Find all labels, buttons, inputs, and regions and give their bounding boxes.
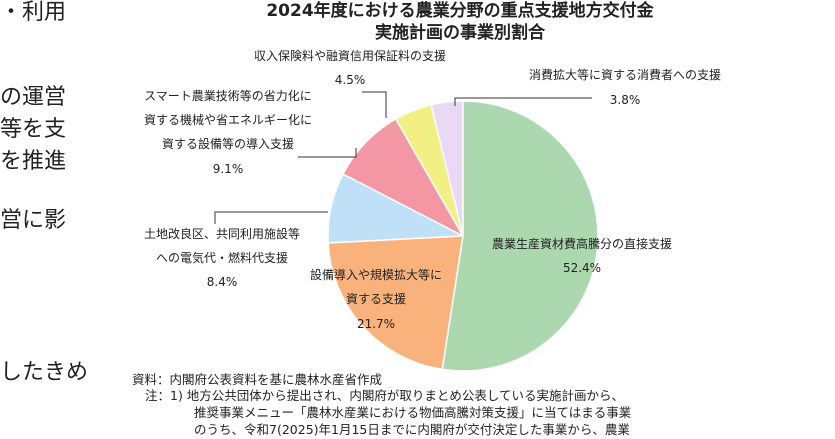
leader-line	[214, 211, 328, 224]
note: のうち、令和7(2025)年1月15日までに内閣府が交付決定した事業から、農業	[194, 422, 630, 437]
note: 資料：内閣府公表資料を基に農林水産省作成	[132, 372, 383, 387]
value-label: 21.7%	[356, 317, 396, 331]
slice-label: 土地改良区、共同利用施設等 への電気代・燃料代支援	[143, 227, 301, 265]
slice-label: スマート農業技術等の省力化に 資する機械や省エネルギー化に 資する設備等の導入支…	[143, 89, 313, 151]
note: 注：1) 地方公共団体から提出され、内閣府が取りまとめ公表している実施計画から、	[145, 388, 625, 403]
slice-label: 農業生産資材費高騰分の直接支援	[491, 237, 673, 251]
note: 推奨事業メニュー「農林水産業における物価高騰対策支援」に当てはまる事業	[194, 405, 632, 420]
leader-line	[362, 91, 387, 118]
side-text: の運営	[0, 85, 67, 110]
side-text: 営に影	[0, 208, 67, 233]
side-text: を推進	[0, 149, 67, 174]
leader-line	[454, 97, 592, 106]
leader-line	[298, 148, 357, 158]
slice-label: 設備導入や規模拡大等に 資する支援	[309, 268, 443, 306]
slice-label: 収入保険料や融資信用保証料の支援	[253, 49, 447, 63]
value-label: 4.5%	[334, 73, 366, 87]
value-label: 8.4%	[206, 275, 238, 289]
chart-subtitle: 実施計画の事業別割合	[375, 23, 545, 43]
leader-lines	[214, 91, 592, 224]
side-text: ・利用	[0, 0, 67, 25]
value-label: 3.8%	[609, 93, 641, 107]
pie-slice	[441, 100, 599, 372]
value-label: 9.1%	[212, 162, 244, 176]
pie-slice	[327, 235, 464, 371]
slice-label: 消費拡大等に資する消費者への支援	[528, 68, 722, 82]
side-text: したきめ	[0, 360, 89, 385]
value-label: 52.4%	[562, 261, 602, 275]
chart-title: 2024年度における農業分野の重点支援地方交付金	[266, 1, 654, 21]
side-text: 等を支	[0, 117, 67, 142]
